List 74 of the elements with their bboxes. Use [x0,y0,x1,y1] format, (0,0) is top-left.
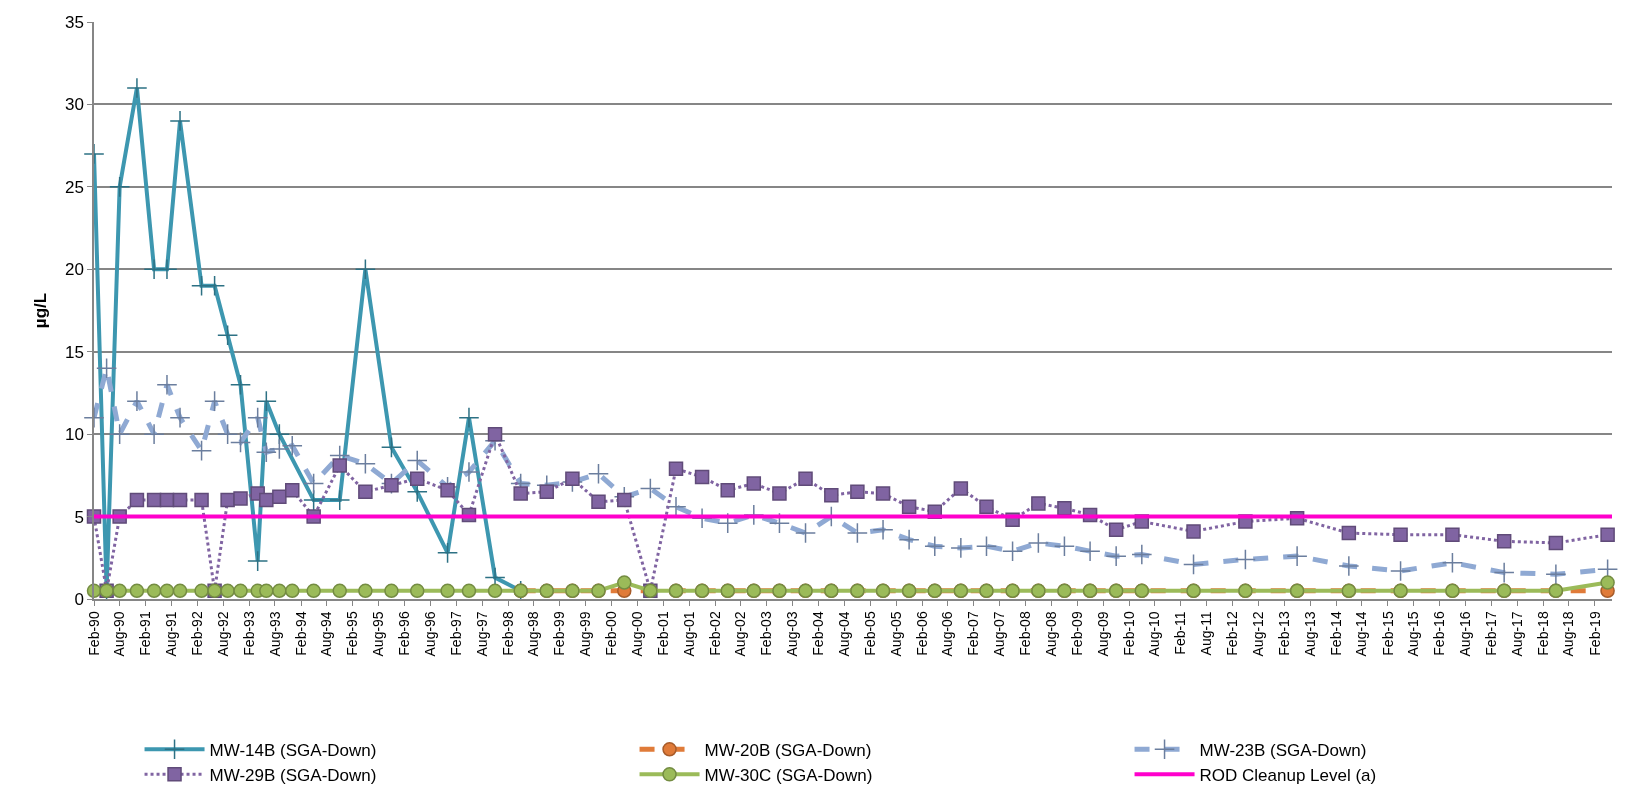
x-tick-label: Aug-12 [1249,611,1266,657]
x-tick-label: Aug-16 [1457,611,1474,657]
x-tick-label: Aug-90 [111,611,128,657]
x-tick-label: Feb-94 [292,611,309,656]
x-tick-label: Feb-97 [447,611,464,656]
x-tick-label: Feb-96 [396,611,413,656]
x-tick-label: Feb-07 [965,611,982,656]
x-tick-label: Aug-11 [1198,611,1215,656]
x-tick-label: Feb-00 [603,611,620,656]
x-tick-label: Aug-98 [525,611,542,657]
x-tick-label: Feb-93 [240,611,257,656]
x-tick-label: Aug-92 [214,611,231,657]
x-tick-label: Feb-90 [85,611,102,656]
x-tick-label: Feb-02 [706,611,723,656]
x-tick-label: Feb-98 [499,611,516,656]
x-tick-label: Feb-05 [861,611,878,656]
x-tick-label: Aug-99 [577,611,593,657]
x-tick-label: Aug-10 [1146,611,1163,657]
x-tick-label: Aug-01 [680,611,697,657]
x-tick-label: Feb-13 [1276,611,1293,656]
legend-label: ROD Cleanup Level (a) [1199,765,1377,785]
x-tick-label: Feb-01 [654,611,671,656]
x-tick-label: Aug-91 [162,611,179,657]
y-tick-label: 30 [64,95,84,115]
legend-label: MW-23B (SGA-Down) [1199,740,1367,760]
y-tick-label: 35 [64,12,84,32]
x-tick-label: Feb-06 [913,611,930,656]
x-tick-label: Aug-14 [1353,611,1370,657]
x-tick-label: Aug-95 [369,611,386,657]
x-tick-label: Feb-16 [1431,611,1448,656]
x-tick-label: Feb-03 [758,611,775,656]
y-tick-label: 10 [64,425,84,445]
y-tick-label: 25 [64,177,84,197]
x-tick-label: Feb-14 [1327,611,1344,656]
x-tick-label: Aug-97 [473,611,490,657]
x-tick-label: Aug-08 [1042,611,1059,657]
x-tick-label: Feb-12 [1224,611,1241,656]
x-tick-label: Feb-15 [1379,611,1396,656]
y-axis-title: µg/L [30,292,50,329]
legend-label: MW-14B (SGA-Down) [209,740,377,760]
x-tick-label: Aug-94 [318,611,335,657]
x-tick-label: Feb-11 [1172,611,1189,655]
x-tick-label: Aug-09 [1094,611,1111,657]
x-tick-label: Feb-04 [810,611,827,656]
x-tick-label: Aug-04 [835,611,852,657]
legend-label: MW-30C (SGA-Down) [704,765,873,785]
x-tick-label: Feb-19 [1586,611,1603,656]
x-tick-label: Feb-17 [1483,611,1500,656]
legend-label: MW-20B (SGA-Down) [704,740,872,760]
x-tick-label: Aug-02 [732,611,749,657]
x-tick-label: Feb-95 [344,611,361,656]
x-tick-label: Aug-18 [1560,611,1577,657]
y-tick-label: 5 [74,507,84,527]
x-tick-label: Aug-17 [1508,611,1525,657]
x-tick-label: Feb-91 [137,611,154,656]
y-tick-label: 0 [74,589,84,609]
x-tick-label: Feb-18 [1534,611,1551,656]
y-tick-label: 15 [64,342,84,362]
legend-label: MW-29B (SGA-Down) [209,765,377,785]
x-tick-label: Aug-06 [939,611,956,657]
y-tick-label: 20 [64,260,84,280]
x-tick-label: Aug-93 [266,611,283,657]
x-tick-label: Feb-10 [1120,611,1137,656]
x-tick-label: Aug-13 [1301,611,1318,657]
x-tick-label: Feb-99 [551,611,568,656]
x-tick-label: Aug-00 [628,611,645,657]
x-tick-label: Aug-05 [887,611,904,657]
x-tick-label: Aug-96 [421,611,438,657]
x-tick-label: Aug-15 [1405,611,1422,657]
x-tick-label: Aug-03 [784,611,801,657]
x-tick-label: Feb-09 [1069,611,1086,656]
x-tick-label: Feb-08 [1017,611,1034,656]
x-tick-label: Aug-07 [991,611,1008,657]
x-tick-label: Feb-92 [189,611,205,656]
